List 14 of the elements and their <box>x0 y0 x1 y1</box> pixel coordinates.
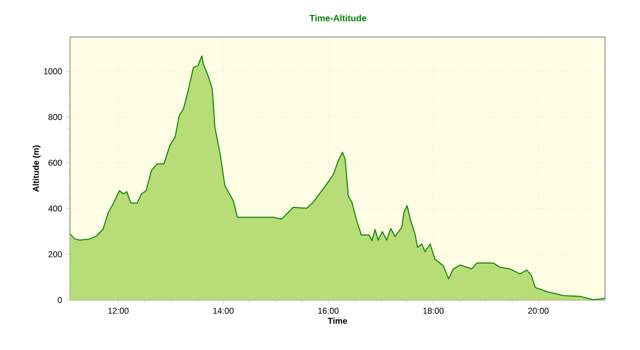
y-tick-label: 400 <box>48 206 62 212</box>
y-tick-label: 800 <box>48 114 62 120</box>
y-axis-title: Altitude (m) <box>32 145 41 192</box>
x-tick-label: 12:00 <box>108 308 129 314</box>
chart-title: Time-Altitude <box>310 14 366 22</box>
x-tick-label: 18:00 <box>423 308 444 314</box>
x-tick-label: 16:00 <box>318 308 339 314</box>
y-tick-label: 1000 <box>44 68 62 74</box>
x-tick-label: 20:00 <box>528 308 549 314</box>
y-tick-label: 600 <box>48 160 62 166</box>
y-tick-label: 200 <box>48 251 62 258</box>
x-tick-label: 14:00 <box>213 308 234 314</box>
x-axis-title: Time <box>328 318 348 324</box>
y-tick-label: 0 <box>58 297 62 303</box>
